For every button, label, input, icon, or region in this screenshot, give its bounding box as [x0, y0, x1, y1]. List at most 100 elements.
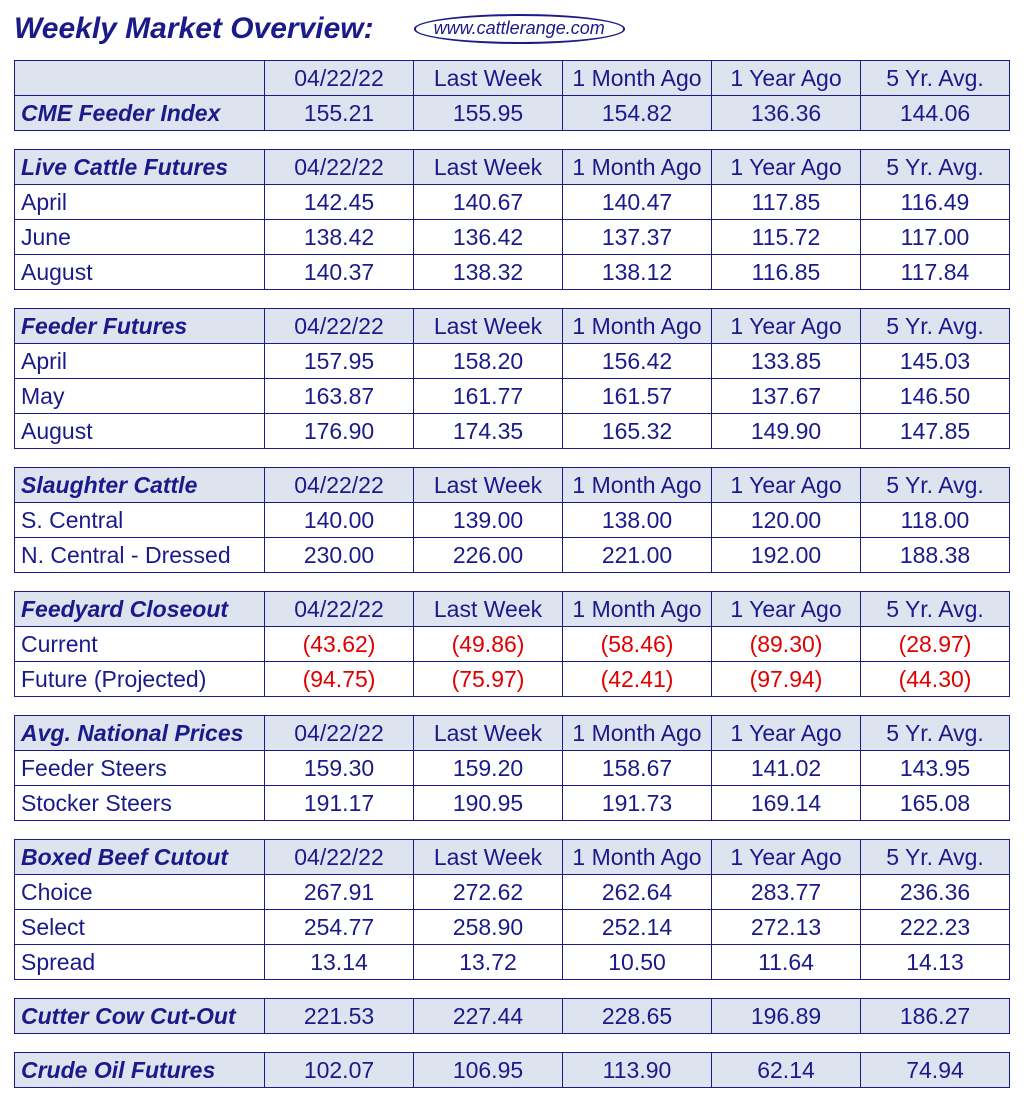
value-cell: 13.14: [265, 945, 414, 980]
value-cell: 62.14: [712, 1053, 861, 1088]
brand-link[interactable]: www.cattlerange.com: [414, 14, 625, 44]
row-label: Crude Oil Futures: [15, 1053, 265, 1088]
column-header: 04/22/22: [265, 592, 414, 627]
table-header-row: Avg. National Prices04/22/22Last Week1 M…: [15, 716, 1010, 751]
section-label: [15, 61, 265, 96]
value-cell: 137.67: [712, 379, 861, 414]
column-header: 1 Month Ago: [563, 840, 712, 875]
value-cell: 191.73: [563, 786, 712, 821]
column-header: 5 Yr. Avg.: [861, 150, 1010, 185]
column-header: 1 Month Ago: [563, 716, 712, 751]
value-cell: 138.32: [414, 255, 563, 290]
value-cell: (44.30): [861, 662, 1010, 697]
column-header: 5 Yr. Avg.: [861, 840, 1010, 875]
table-header-row: Boxed Beef Cutout04/22/22Last Week1 Mont…: [15, 840, 1010, 875]
value-cell: 196.89: [712, 999, 861, 1034]
value-cell: 221.53: [265, 999, 414, 1034]
table-crude-oil: Crude Oil Futures102.07106.95113.9062.14…: [14, 1052, 1010, 1088]
value-cell: 115.72: [712, 220, 861, 255]
value-cell: 141.02: [712, 751, 861, 786]
tables-container: 04/22/22Last Week1 Month Ago1 Year Ago5 …: [14, 60, 1010, 1088]
value-cell: 190.95: [414, 786, 563, 821]
value-cell: 236.36: [861, 875, 1010, 910]
column-header: Last Week: [414, 309, 563, 344]
row-label: Stocker Steers: [15, 786, 265, 821]
row-label: June: [15, 220, 265, 255]
row-label: CME Feeder Index: [15, 96, 265, 131]
value-cell: 158.20: [414, 344, 563, 379]
table-row: August176.90174.35165.32149.90147.85: [15, 414, 1010, 449]
column-header: 04/22/22: [265, 150, 414, 185]
table-slaughter-cattle: Slaughter Cattle04/22/22Last Week1 Month…: [14, 467, 1010, 573]
column-header: 04/22/22: [265, 61, 414, 96]
value-cell: 117.00: [861, 220, 1010, 255]
value-cell: 161.77: [414, 379, 563, 414]
value-cell: (42.41): [563, 662, 712, 697]
value-cell: 272.62: [414, 875, 563, 910]
value-cell: 11.64: [712, 945, 861, 980]
value-cell: 118.00: [861, 503, 1010, 538]
table-row: Current(43.62)(49.86)(58.46)(89.30)(28.9…: [15, 627, 1010, 662]
table-row: August140.37138.32138.12116.85117.84: [15, 255, 1010, 290]
column-header: 1 Month Ago: [563, 150, 712, 185]
column-header: 04/22/22: [265, 840, 414, 875]
value-cell: 163.87: [265, 379, 414, 414]
table-row: Crude Oil Futures102.07106.95113.9062.14…: [15, 1053, 1010, 1088]
column-header: 1 Month Ago: [563, 61, 712, 96]
table-boxed-beef-cutout: Boxed Beef Cutout04/22/22Last Week1 Mont…: [14, 839, 1010, 980]
value-cell: 158.67: [563, 751, 712, 786]
value-cell: 169.14: [712, 786, 861, 821]
table-row: Spread13.1413.7210.5011.6414.13: [15, 945, 1010, 980]
table-cme-feeder: 04/22/22Last Week1 Month Ago1 Year Ago5 …: [14, 60, 1010, 131]
column-header: 1 Year Ago: [712, 716, 861, 751]
value-cell: 117.85: [712, 185, 861, 220]
value-cell: 10.50: [563, 945, 712, 980]
table-cutter-cow: Cutter Cow Cut-Out221.53227.44228.65196.…: [14, 998, 1010, 1034]
table-row: April142.45140.67140.47117.85116.49: [15, 185, 1010, 220]
column-header: Last Week: [414, 592, 563, 627]
value-cell: 116.85: [712, 255, 861, 290]
table-row: Stocker Steers191.17190.95191.73169.1416…: [15, 786, 1010, 821]
value-cell: 272.13: [712, 910, 861, 945]
column-header: 5 Yr. Avg.: [861, 716, 1010, 751]
table-row: Feeder Steers159.30159.20158.67141.02143…: [15, 751, 1010, 786]
table-row: Cutter Cow Cut-Out221.53227.44228.65196.…: [15, 999, 1010, 1034]
column-header: 1 Year Ago: [712, 150, 861, 185]
value-cell: 252.14: [563, 910, 712, 945]
value-cell: 155.21: [265, 96, 414, 131]
table-live-cattle-futures: Live Cattle Futures04/22/22Last Week1 Mo…: [14, 149, 1010, 290]
value-cell: 230.00: [265, 538, 414, 573]
value-cell: 227.44: [414, 999, 563, 1034]
value-cell: 120.00: [712, 503, 861, 538]
column-header: 1 Year Ago: [712, 309, 861, 344]
value-cell: 221.00: [563, 538, 712, 573]
table-row: June138.42136.42137.37115.72117.00: [15, 220, 1010, 255]
value-cell: 159.30: [265, 751, 414, 786]
row-label: Future (Projected): [15, 662, 265, 697]
table-feeder-futures: Feeder Futures04/22/22Last Week1 Month A…: [14, 308, 1010, 449]
value-cell: 165.08: [861, 786, 1010, 821]
value-cell: 165.32: [563, 414, 712, 449]
value-cell: (94.75): [265, 662, 414, 697]
header: Weekly Market Overview: www.cattlerange.…: [14, 12, 1010, 46]
value-cell: 106.95: [414, 1053, 563, 1088]
value-cell: (43.62): [265, 627, 414, 662]
table-row: Future (Projected)(94.75)(75.97)(42.41) (…: [15, 662, 1010, 697]
value-cell: 161.57: [563, 379, 712, 414]
table-header-row: Feeder Futures04/22/22Last Week1 Month A…: [15, 309, 1010, 344]
column-header: Last Week: [414, 150, 563, 185]
row-label: August: [15, 414, 265, 449]
value-cell: 145.03: [861, 344, 1010, 379]
value-cell: 140.00: [265, 503, 414, 538]
table-avg-national-prices: Avg. National Prices04/22/22Last Week1 M…: [14, 715, 1010, 821]
column-header: Last Week: [414, 716, 563, 751]
column-header: 1 Year Ago: [712, 468, 861, 503]
value-cell: (75.97): [414, 662, 563, 697]
table-row: N. Central - Dressed230.00226.00221.0019…: [15, 538, 1010, 573]
value-cell: 142.45: [265, 185, 414, 220]
value-cell: 149.90: [712, 414, 861, 449]
table-header-row: 04/22/22Last Week1 Month Ago1 Year Ago5 …: [15, 61, 1010, 96]
column-header: 04/22/22: [265, 716, 414, 751]
column-header: 1 Year Ago: [712, 61, 861, 96]
value-cell: 156.42: [563, 344, 712, 379]
